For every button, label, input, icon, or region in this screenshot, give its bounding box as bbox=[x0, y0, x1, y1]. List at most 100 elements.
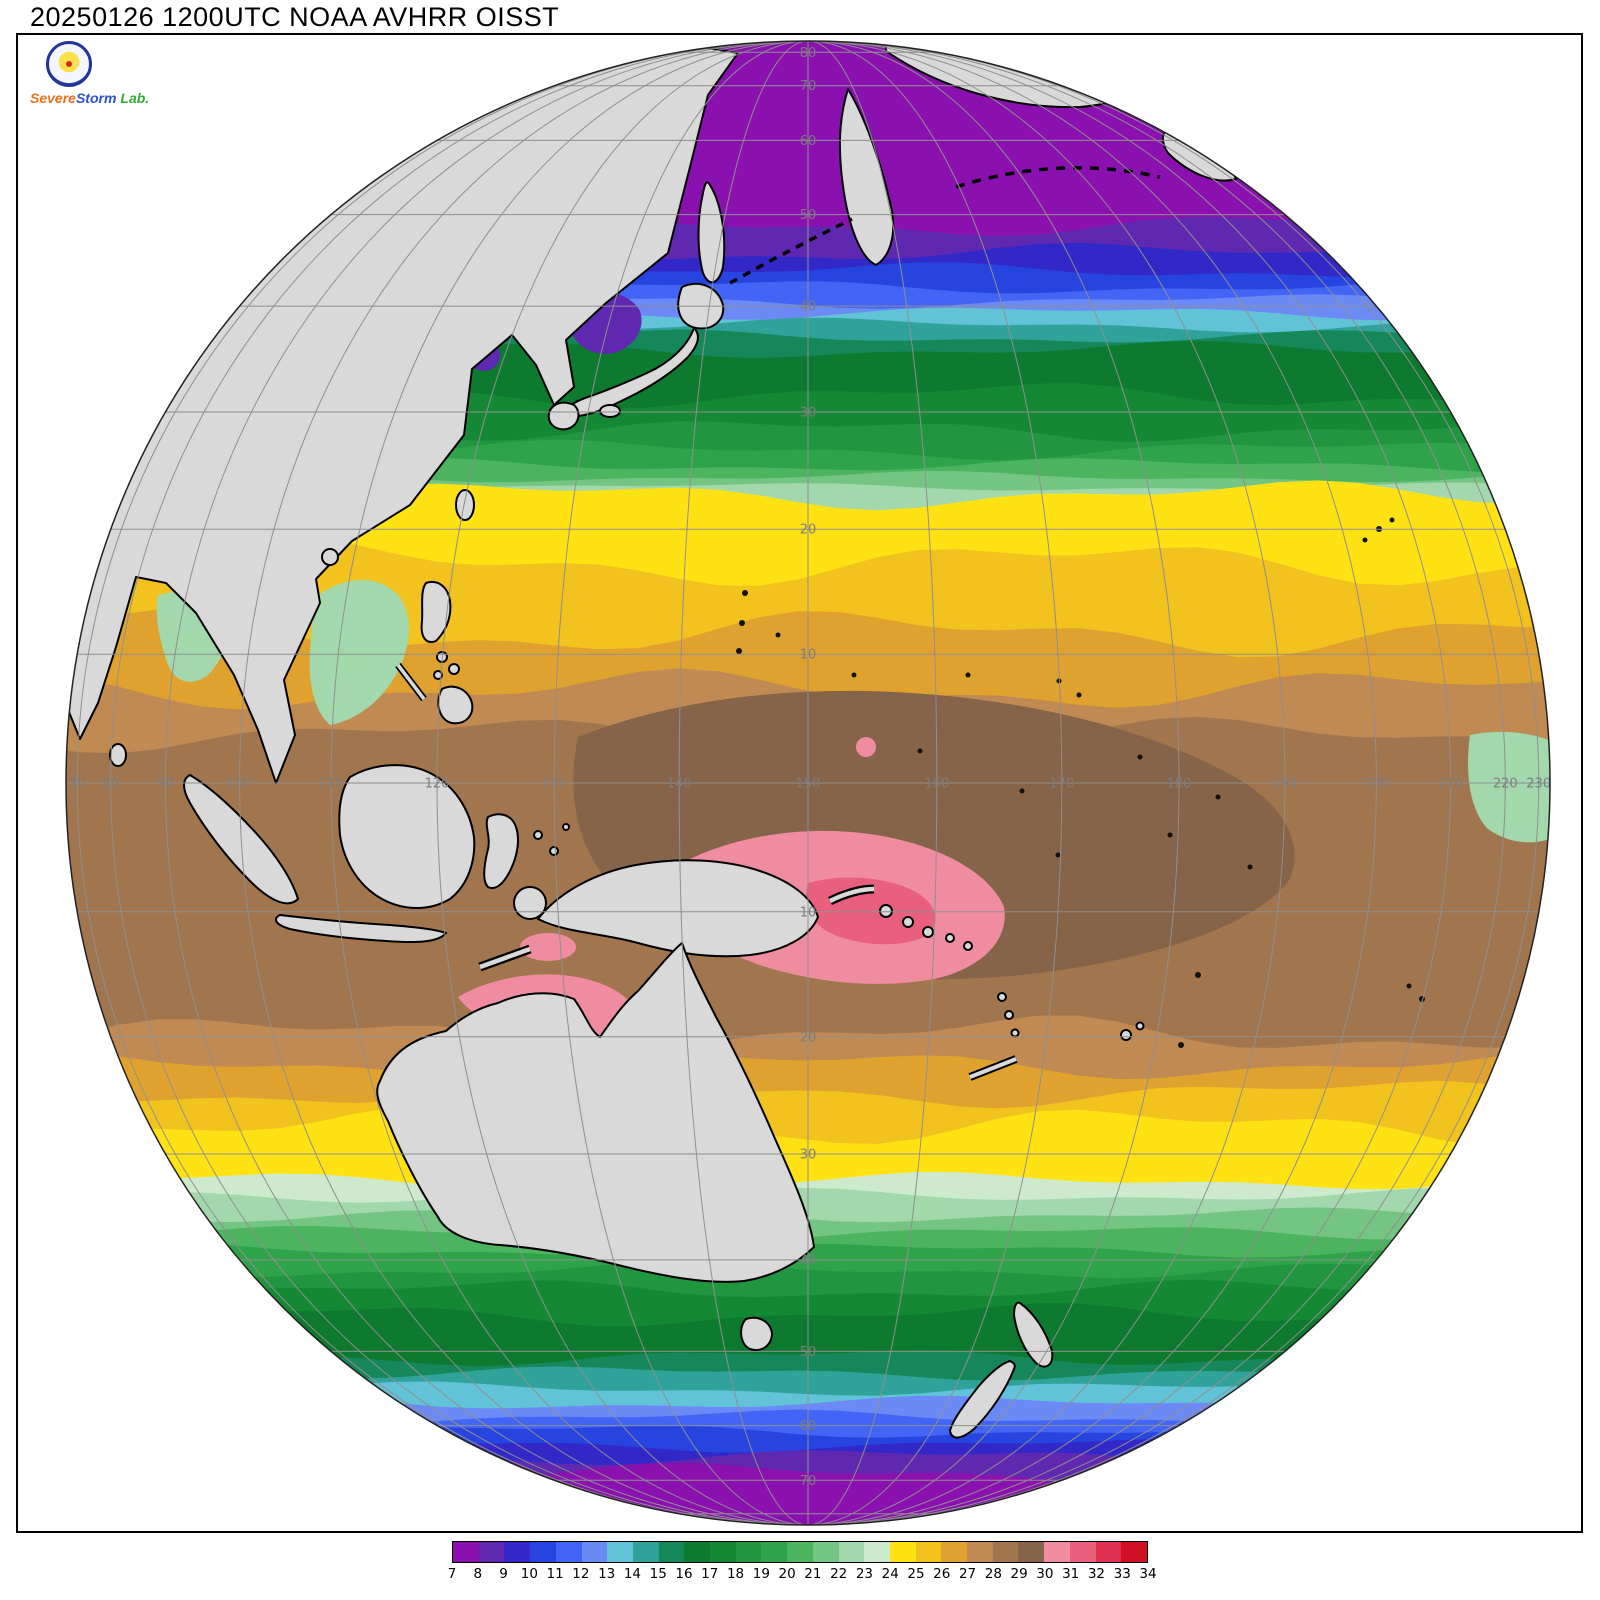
colorbar-segment bbox=[1121, 1542, 1147, 1562]
island-dot bbox=[1167, 832, 1173, 838]
colorbar-tick-label: 18 bbox=[726, 1566, 745, 1582]
grid-label: 160 bbox=[924, 777, 949, 792]
colorbar-segment bbox=[864, 1542, 890, 1562]
moluccas-land bbox=[533, 830, 543, 840]
moluccas-land bbox=[562, 823, 570, 831]
grid-label: 10 bbox=[800, 905, 817, 920]
grid-label: 20 bbox=[800, 523, 817, 538]
new-guinea-land bbox=[537, 859, 819, 958]
grid-labels: 70 80 90 100 110 120 130 140 150 160 170 180 190 200 2… bbox=[69, 46, 1551, 1489]
grid-label: 230 bbox=[1526, 777, 1551, 792]
colorbar-tick-label: 23 bbox=[855, 1566, 874, 1582]
grid-label: 30 bbox=[800, 406, 817, 421]
colorbar-tick-label: 29 bbox=[1010, 1566, 1028, 1582]
solomon-land bbox=[902, 916, 914, 928]
island-dot bbox=[1178, 1042, 1184, 1048]
island-dot bbox=[1406, 983, 1412, 989]
equatorial-mint-east bbox=[1468, 731, 1550, 843]
colorbar-segment bbox=[453, 1542, 479, 1562]
grid-label: 50 bbox=[800, 208, 817, 223]
colorbar-segment bbox=[581, 1542, 608, 1562]
colorbar-segment bbox=[992, 1542, 1019, 1562]
grid-label: 30 bbox=[800, 1148, 817, 1163]
island-dot bbox=[1389, 517, 1395, 523]
grid-label: 70 bbox=[800, 79, 817, 94]
island-dot bbox=[775, 632, 781, 638]
colorbar-tick-label: 14 bbox=[623, 1566, 642, 1582]
colorbar-segment bbox=[1044, 1542, 1070, 1562]
map-panel: 70 80 90 100 110 120 130 140 150 160 170 180 190 200 2… bbox=[16, 33, 1583, 1533]
colorbar-tick-label: 27 bbox=[958, 1566, 977, 1582]
grid-label: 80 bbox=[800, 46, 817, 61]
logo-severe: Severe bbox=[30, 90, 76, 106]
grid-label: 220 bbox=[1493, 777, 1518, 792]
colorbar-tick-label: 11 bbox=[546, 1566, 564, 1582]
colorbar-segment bbox=[478, 1542, 505, 1562]
colorbar-tick-label: 31 bbox=[1062, 1566, 1080, 1582]
colorbar-tick-label: 12 bbox=[572, 1566, 590, 1582]
colorbar-segment bbox=[967, 1542, 993, 1562]
nz-south-island-land bbox=[949, 1360, 1016, 1439]
globe-outline bbox=[65, 40, 1551, 1526]
island-dot bbox=[1247, 864, 1253, 870]
colorbar-segment bbox=[710, 1542, 736, 1562]
island-dot bbox=[917, 748, 923, 754]
grid-label: 90 bbox=[157, 777, 174, 792]
colorbar-segment bbox=[735, 1542, 762, 1562]
borneo-land bbox=[338, 764, 476, 909]
grid-label: 120 bbox=[425, 777, 450, 792]
colorbar-tick-label: 13 bbox=[598, 1566, 616, 1582]
visayas-land bbox=[448, 663, 460, 675]
globe-svg: 70 80 90 100 110 120 130 140 150 160 170 180 190 200 2… bbox=[65, 40, 1551, 1526]
kuril-islands bbox=[729, 217, 853, 285]
colorbar-tick-label: 20 bbox=[778, 1566, 796, 1582]
luzon-land bbox=[420, 581, 452, 643]
grid-label: 20 bbox=[800, 1030, 817, 1045]
new-guinea-west-land bbox=[513, 886, 547, 920]
colorbar-segment bbox=[607, 1542, 633, 1562]
colorbar-tick-label: 26 bbox=[933, 1566, 951, 1582]
island-dot bbox=[1137, 754, 1143, 760]
solomon-land bbox=[945, 933, 955, 943]
colorbar-tick-label: 9 bbox=[499, 1566, 508, 1582]
colorbar-tick-label: 33 bbox=[1113, 1566, 1131, 1582]
island-dot bbox=[851, 672, 857, 678]
island-dot bbox=[1362, 537, 1368, 543]
taiwan-land bbox=[455, 489, 475, 521]
grid-label: 180 bbox=[1167, 777, 1192, 792]
timor-land bbox=[479, 946, 531, 970]
warm-pink-spot bbox=[856, 737, 876, 757]
tasmania-land bbox=[740, 1316, 773, 1351]
grid-label: 150 bbox=[796, 777, 821, 792]
colorbar-segment bbox=[889, 1542, 916, 1562]
colorbar-ticks: 7 8 9 10 11 12 13 14 15 16 17 18 19 20 21 22 23 24 25 26 27 2… bbox=[448, 1566, 1157, 1588]
grid-label: 70 bbox=[800, 1474, 817, 1489]
vanuatu-land bbox=[1010, 1028, 1020, 1038]
grid-label: 60 bbox=[800, 1419, 817, 1434]
colorbar-segment bbox=[530, 1542, 556, 1562]
island-dot bbox=[1215, 794, 1221, 800]
colorbar-segment bbox=[1018, 1542, 1045, 1562]
hainan-land bbox=[321, 548, 339, 566]
lab-logo: SevereStorm Lab. bbox=[30, 41, 180, 106]
grid-label: 60 bbox=[800, 134, 817, 149]
colorbar-segment bbox=[761, 1542, 788, 1562]
grid-label: 110 bbox=[319, 777, 344, 792]
island-dot bbox=[1055, 852, 1061, 858]
grid-label: 140 bbox=[667, 777, 692, 792]
new-caledonia-land bbox=[969, 1057, 1017, 1079]
mindanao-land bbox=[437, 685, 474, 725]
page-title: 20250126 1200UTC NOAA AVHRR OISST bbox=[30, 2, 560, 32]
new-britain-land bbox=[828, 886, 875, 904]
grid-label: 70 bbox=[69, 777, 86, 792]
shikoku-land bbox=[599, 404, 621, 418]
colorbar-segment bbox=[1069, 1542, 1096, 1562]
colorbar-segment bbox=[658, 1542, 685, 1562]
colorbar-tick-label: 28 bbox=[984, 1566, 1002, 1582]
colorbar-segment bbox=[838, 1542, 865, 1562]
colorbar-tick-label: 32 bbox=[1087, 1566, 1106, 1582]
grid-label: 40 bbox=[800, 300, 817, 315]
colorbar-segment bbox=[787, 1542, 813, 1562]
fiji-land bbox=[1120, 1029, 1132, 1041]
island-dot bbox=[965, 672, 971, 678]
